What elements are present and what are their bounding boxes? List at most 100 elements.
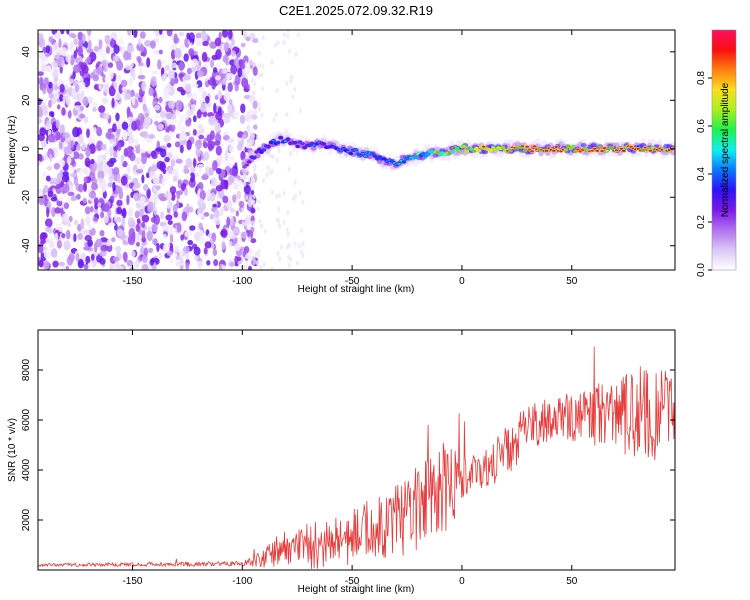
noise-blob: [229, 261, 236, 267]
noise-blob: [256, 134, 260, 140]
noise-blob: [138, 44, 145, 53]
colorbar-tick-label: 0.0: [696, 263, 707, 277]
noise-blob: [278, 223, 282, 229]
noise-blob: [55, 184, 61, 189]
noise-blob: [45, 65, 52, 73]
noise-blob: [165, 113, 173, 119]
noise-blob: [250, 207, 256, 214]
ridge-peak: [271, 139, 276, 142]
noise-blob: [48, 81, 53, 89]
noise-blob: [98, 82, 103, 91]
noise-blob: [84, 157, 91, 167]
noise-blob: [91, 182, 98, 191]
noise-blob: [62, 132, 70, 139]
noise-blob: [229, 207, 235, 213]
noise-blob: [156, 140, 161, 150]
noise-blob: [132, 177, 139, 184]
noise-blob: [134, 93, 141, 98]
noise-blob: [127, 135, 135, 144]
noise-blob: [241, 220, 245, 226]
noise-blob: [270, 190, 274, 195]
noise-blob: [289, 78, 293, 84]
noise-blob: [207, 140, 215, 151]
noise-blob: [191, 92, 198, 101]
noise-blob: [221, 264, 226, 270]
noise-blob: [74, 83, 80, 93]
noise-blob: [61, 233, 66, 239]
noise-blob: [84, 206, 91, 215]
x-tick-label: -50: [345, 576, 360, 587]
noise-blob: [203, 141, 208, 149]
noise-blob: [173, 244, 180, 252]
noise-blob: [276, 250, 280, 256]
noise-blob: [52, 260, 59, 268]
noise-blob: [95, 238, 103, 248]
noise-blob: [52, 68, 59, 79]
noise-blob: [63, 202, 70, 209]
noise-blob: [121, 217, 126, 228]
noise-blob: [246, 65, 250, 76]
noise-blob: [186, 67, 192, 75]
noise-blob: [248, 60, 254, 66]
noise-blob: [142, 62, 147, 68]
noise-blob: [275, 217, 279, 223]
noise-blob: [197, 86, 206, 93]
noise-blob: [142, 131, 149, 139]
noise-blob: [203, 247, 208, 255]
noise-blob: [294, 51, 298, 57]
noise-blob: [252, 90, 256, 96]
noise-blob: [196, 70, 205, 78]
noise-blob: [287, 242, 291, 248]
noise-blob: [53, 91, 60, 101]
noise-blob: [176, 222, 182, 233]
noise-blob: [255, 260, 259, 266]
x-tick-label: 50: [566, 576, 578, 587]
noise-blob: [148, 247, 154, 254]
noise-blob: [203, 151, 210, 161]
noise-blob: [151, 154, 158, 159]
noise-blob: [87, 262, 94, 268]
noise-blob: [129, 152, 136, 162]
y-tick-label: -20: [21, 190, 32, 205]
noise-blob: [46, 120, 52, 128]
noise-blob: [241, 207, 245, 213]
heatmap-frame: [37, 29, 676, 271]
noise-blob: [146, 230, 153, 241]
noise-blob: [186, 139, 192, 151]
noise-blob: [169, 186, 177, 195]
noise-blob: [111, 141, 117, 147]
noise-blob: [108, 70, 114, 80]
noise-blob: [193, 157, 197, 168]
noise-blob: [63, 240, 71, 251]
noise-blob: [200, 31, 208, 42]
noise-blob: [78, 153, 84, 160]
noise-blob: [63, 146, 70, 155]
noise-blob: [275, 88, 279, 94]
noise-blob: [100, 143, 107, 151]
y-tick-label: 8000: [21, 358, 32, 381]
noise-blob: [137, 56, 142, 64]
noise-blob: [170, 258, 174, 264]
ridge-peak: [619, 147, 624, 150]
noise-blob: [67, 191, 75, 197]
noise-blob: [59, 65, 63, 74]
noise-blob: [98, 39, 103, 50]
noise-blob: [115, 245, 122, 253]
noise-blob: [42, 171, 47, 177]
noise-blob: [262, 262, 266, 267]
noise-blob: [87, 96, 94, 104]
noise-blob: [174, 48, 182, 59]
noise-blob: [206, 260, 211, 266]
noise-blob: [166, 202, 172, 209]
noise-blob: [144, 40, 152, 47]
ridge-peak: [530, 150, 534, 153]
noise-blob: [198, 222, 203, 231]
noise-blob: [259, 265, 263, 270]
noise-blob: [186, 110, 192, 117]
noise-blob: [142, 230, 146, 239]
noise-blob: [248, 236, 252, 242]
noise-blob: [187, 102, 193, 108]
noise-blob: [277, 148, 281, 154]
noise-blob: [77, 31, 84, 41]
noise-blob: [257, 50, 261, 56]
